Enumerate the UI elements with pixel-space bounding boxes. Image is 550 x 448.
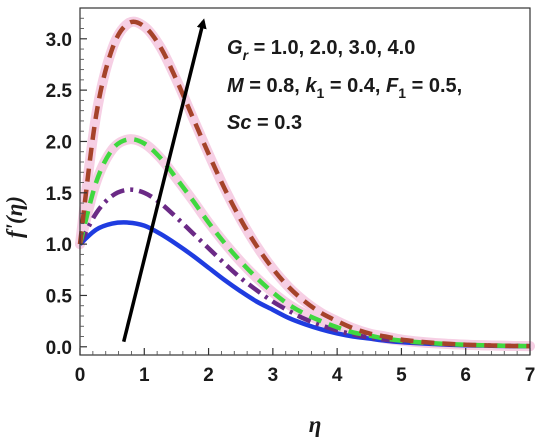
k1-subscript: 1: [317, 85, 325, 101]
plot-frame: [79, 7, 531, 356]
annotation-line-2: M = 0.8, k1 = 0.4, F1 = 0.5,: [227, 75, 462, 101]
x-axis-label: η: [309, 412, 322, 437]
x-tick-label: 2: [203, 365, 214, 386]
annotation-line-3: Sc = 0.3: [227, 112, 302, 134]
series-line-4: [77, 19, 531, 349]
gr-values: = 1.0, 2.0, 3.0, 4.0: [248, 37, 415, 59]
k1-symbol: k: [305, 75, 317, 97]
x-axis-ticks: 0 1 2 3 4 5 6 7: [75, 348, 536, 386]
gr-subscript: r: [243, 47, 250, 63]
y-axis-ticks: 0.0 0.5 1.0 1.5 2.0 2.5 3.0: [46, 17, 87, 359]
y-tick-label: 2.5: [46, 81, 73, 102]
sc-symbol: Sc: [227, 112, 251, 134]
series-line-2: [77, 187, 531, 349]
y-tick-label: 1.0: [46, 235, 72, 256]
y-tick-label: 0.5: [46, 286, 73, 307]
x-tick-label: 5: [396, 365, 407, 386]
x-tick-label: 4: [332, 365, 343, 386]
y-tick-label: 0.0: [46, 338, 72, 359]
f1-symbol: F: [386, 75, 399, 97]
y-tick-label: 2.0: [46, 132, 72, 153]
m-symbol: M: [227, 75, 245, 97]
series-halo-4: [75, 16, 535, 352]
x-tick-label: 0: [75, 365, 86, 386]
gr-symbol: G: [227, 37, 243, 59]
y-axis-label: f'(η): [2, 196, 27, 238]
x-tick-label: 3: [268, 365, 279, 386]
m-value: = 0.8,: [244, 75, 306, 97]
x-tick-label: 6: [460, 365, 471, 386]
series-group: [77, 19, 531, 349]
series-halos: [75, 16, 535, 352]
y-tick-label: 1.5: [46, 184, 73, 205]
k1-value: = 0.4,: [324, 75, 386, 97]
x-tick-label: 7: [525, 365, 536, 386]
y-tick-label: 3.0: [46, 30, 72, 51]
x-tick-label: 1: [139, 365, 150, 386]
f1-value: = 0.5,: [406, 75, 462, 97]
f1-subscript: 1: [398, 85, 406, 101]
sc-value: = 0.3: [251, 112, 302, 134]
trend-arrow: [122, 18, 207, 343]
annotation-line-1: Gr = 1.0, 2.0, 3.0, 4.0: [227, 37, 415, 63]
